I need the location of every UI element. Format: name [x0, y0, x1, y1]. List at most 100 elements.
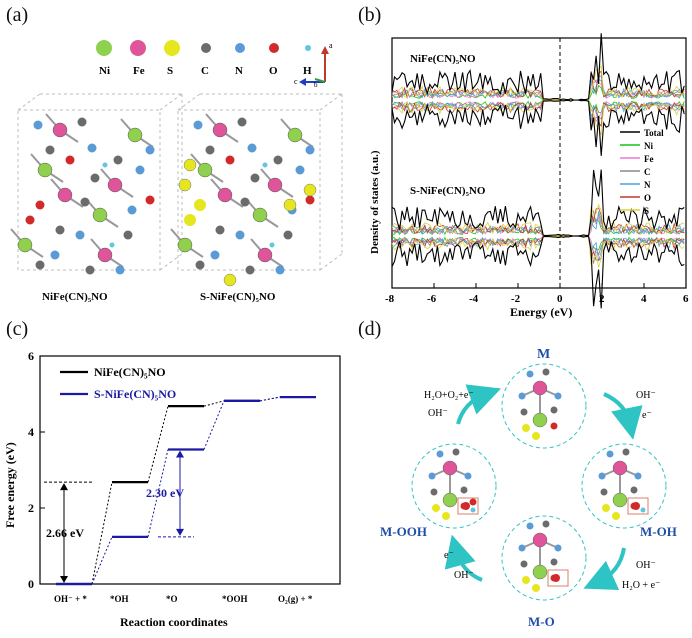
arrow-moh-to-mo: [583, 547, 626, 590]
element-legend: Ni Fe S C N O H: [96, 40, 312, 77]
panel-a-label: (a): [6, 4, 29, 26]
dos-xtick-label: -6: [427, 293, 437, 305]
legend-ball-h: [305, 45, 311, 51]
energy-connector-1-1: [147, 449, 169, 537]
x-tick-label: *OH: [110, 594, 129, 604]
state-mooh-label: M-OOH: [380, 524, 427, 539]
dos-xlabel: Energy (eV): [510, 305, 572, 319]
y-tick-label: 4: [28, 425, 34, 439]
crystal-structures: Ni Fe S C N O H a c b NiFe(CN)₅NO S-NiFe(CN)₅N…: [10, 40, 343, 303]
structure-left-label: NiFe(CN)₅NO: [42, 291, 108, 303]
legend-ball-c: [201, 43, 211, 53]
dos-ylabel: Density of states (a.u.): [369, 150, 381, 254]
dos-xtick-label: -8: [385, 293, 395, 305]
oer-mechanism: M M-OH M-O M-OOH H₂O+O₂+e⁻ OH⁻ OH⁻ e⁻ OH…: [380, 347, 677, 629]
dos-legend-label-n: N: [644, 180, 651, 190]
legend-ball-s: [164, 40, 180, 56]
energy-connector-1-2: [203, 400, 225, 450]
state-mooh-circle: [411, 443, 497, 529]
legend-label-0: NiFe(CN)₅NO: [94, 365, 166, 379]
atoms-left: [10, 113, 155, 275]
free-energy-chart: 0 2 4 6 OH⁻ + * *OH *O *OOH O₂(g) + * NiFe(CN)₅…: [3, 349, 341, 629]
state-mo-label: M-O: [528, 614, 555, 629]
energy-connector-1-3: [259, 396, 281, 402]
chart-frame: [39, 355, 341, 585]
structure-right-label: S-NiFe(CN)₅NO: [200, 291, 276, 303]
step-br-2: H₂O + e⁻: [622, 580, 660, 591]
axis-b-label: b: [314, 81, 318, 89]
structure-right: [177, 93, 343, 271]
legend-symbol-h: H: [303, 65, 312, 77]
dos-xticks: -8 -6 -4 -2 0 2 4 6: [385, 283, 689, 305]
state-moh-circle: [581, 443, 667, 529]
x-tick-label: O₂(g) + *: [278, 594, 313, 604]
arrow-m-to-moh: [603, 392, 643, 440]
dos-curves: [391, 33, 685, 309]
dos-xtick-label: -2: [511, 293, 521, 305]
step-tr-1: OH⁻: [636, 390, 656, 401]
energy-connector-1-0: [91, 536, 113, 585]
legend-label-1: S-NiFe(CN)₅NO: [94, 387, 176, 401]
panel-c-label: (c): [6, 318, 29, 340]
state-mo-circle: [501, 515, 587, 601]
blue-arrow-head-bottom: [176, 528, 184, 536]
dos-legend-label-total: Total: [644, 128, 664, 138]
step-tl-2: OH⁻: [428, 408, 448, 419]
legend-ball-ni: [96, 40, 112, 56]
state-m-label: M: [537, 347, 550, 362]
fe-ylabel: Free energy (eV): [3, 442, 17, 528]
step-tr-2: e⁻: [642, 410, 652, 421]
energy-connector-0-0: [91, 482, 113, 585]
energy-connector-0-1: [147, 406, 169, 483]
overpotential-annotations: 2.66 eV 2.30 eV: [44, 450, 194, 583]
black-arrow-head-bottom: [60, 576, 68, 583]
legend-symbol-s: S: [167, 65, 173, 77]
dos-xtick-label: 6: [683, 293, 689, 305]
mechanism-atoms: [428, 368, 649, 592]
dos-xtick-label: 2: [599, 293, 605, 305]
dos-xtick-label: 0: [557, 293, 563, 305]
step-bl-2: OH⁻: [454, 570, 474, 581]
structure-left: [17, 93, 183, 271]
black-arrow-head-top: [60, 483, 68, 491]
legend-ball-n: [235, 43, 245, 53]
x-tick-labels: OH⁻ + * *OH *O *OOH O₂(g) + *: [54, 594, 313, 604]
x-tick-label: OH⁻ + *: [54, 594, 87, 604]
dos-legend-label-o: O: [644, 193, 651, 203]
y-tick-label: 6: [28, 349, 34, 363]
state-moh-label: M-OH: [640, 524, 677, 539]
dos-legend-label-c: C: [644, 167, 651, 177]
legend-symbol-ni: Ni: [99, 65, 110, 77]
energy-connector-0-2: [203, 400, 225, 407]
legend-ball-o: [269, 43, 279, 53]
axis-c-label: c: [294, 77, 298, 86]
legend-symbol-o: O: [269, 65, 278, 77]
chart-legend: NiFe(CN)₅NO S-NiFe(CN)₅NO: [60, 365, 176, 401]
legend-symbol-c: C: [201, 65, 209, 77]
dos-top-title: NiFe(CN)₅NO: [410, 53, 476, 65]
dos-legend-label-fe: Fe: [644, 154, 654, 164]
fe-xlabel: Reaction coordinates: [120, 615, 228, 629]
axis-indicator: a c b: [294, 41, 333, 89]
black-overpotential-label: 2.66 eV: [46, 526, 84, 540]
x-tick-label: *OOH: [222, 594, 248, 604]
dos-frame: [391, 37, 687, 289]
blue-arrow-head-top: [176, 450, 184, 458]
dos-xtick-label: -4: [469, 293, 479, 305]
dos-legend-label-s: S: [644, 206, 649, 216]
state-m-circle: [501, 363, 587, 449]
blue-overpotential-label: 2.30 eV: [146, 486, 184, 500]
dos-legend-label-ni: Ni: [644, 141, 653, 151]
y-ticks: 0 2 4 6: [28, 349, 45, 591]
atoms-right: [170, 113, 317, 287]
axis-a-label: a: [329, 41, 333, 50]
step-tl-1: H₂O+O₂+e⁻: [424, 390, 474, 401]
legend-symbol-fe: Fe: [133, 65, 145, 77]
energy-series: [56, 395, 316, 586]
step-br-1: OH⁻: [636, 560, 656, 571]
legend-ball-fe: [130, 40, 146, 56]
arrow-mooh-to-m: [456, 384, 502, 425]
dos-bottom-title: S-NiFe(CN)₅NO: [410, 185, 486, 197]
y-tick-label: 0: [28, 577, 34, 591]
